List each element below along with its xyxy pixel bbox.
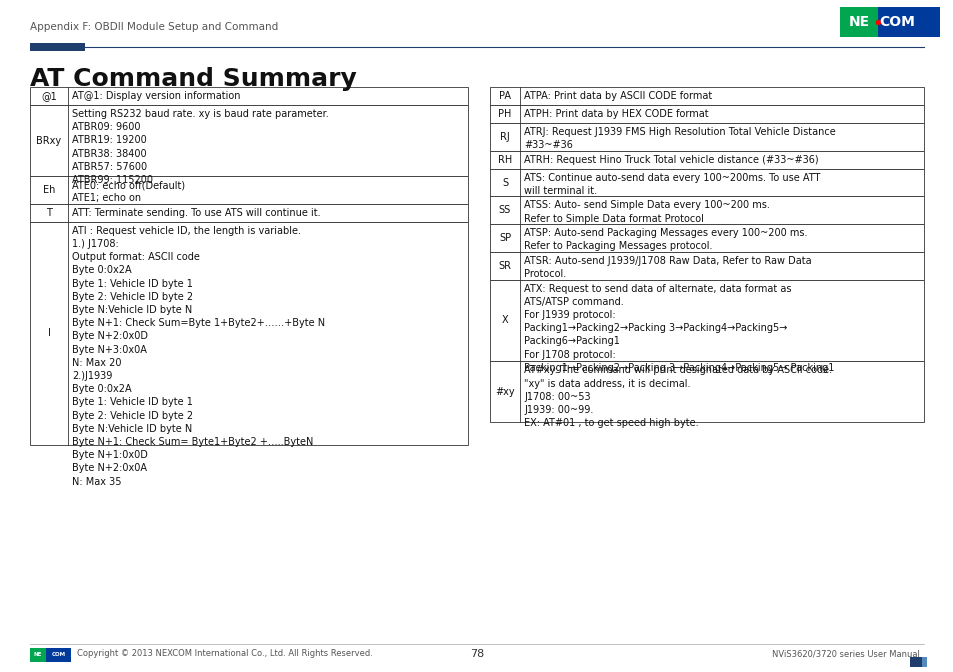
Text: SP: SP [498, 233, 511, 243]
Text: ATSP: Auto-send Packaging Messages every 100~200 ms.
Refer to Packaging Messages: ATSP: Auto-send Packaging Messages every… [523, 228, 806, 251]
Text: AT@1: Display version information: AT@1: Display version information [71, 91, 240, 101]
Text: Copyright © 2013 NEXCOM International Co., Ltd. All Rights Reserved.: Copyright © 2013 NEXCOM International Co… [77, 650, 373, 659]
FancyBboxPatch shape [877, 7, 939, 37]
Text: ATI : Request vehicle ID, the length is variable.
1.) J1708:
Output format: ASCI: ATI : Request vehicle ID, the length is … [71, 226, 325, 487]
Bar [490, 169, 923, 196]
Text: AT Command Summary: AT Command Summary [30, 67, 356, 91]
Text: COM: COM [878, 15, 914, 29]
FancyBboxPatch shape [840, 7, 877, 37]
Text: SS: SS [498, 205, 511, 215]
Bar [490, 87, 923, 105]
Text: ATPH: Print data by HEX CODE format: ATPH: Print data by HEX CODE format [523, 109, 708, 119]
Text: SR: SR [498, 261, 511, 271]
Text: 78: 78 [470, 649, 483, 659]
Text: Eh: Eh [43, 185, 55, 195]
Text: ATS: Continue auto-send data every 100~200ms. To use ATT
will terminal it.: ATS: Continue auto-send data every 100~2… [523, 173, 820, 196]
Text: ATT: Terminate sending. To use ATS will continue it.: ATT: Terminate sending. To use ATS will … [71, 208, 320, 218]
Text: Appendix F: OBDII Module Setup and Command: Appendix F: OBDII Module Setup and Comma… [30, 22, 278, 32]
Text: AT#xy: The command will print designated data by ASCII code.
"xy" is data addres: AT#xy: The command will print designated… [523, 366, 831, 428]
Text: RH: RH [497, 155, 512, 165]
Text: I: I [48, 329, 51, 338]
Bar [490, 151, 923, 169]
Bar [490, 105, 923, 123]
Bar [30, 204, 468, 222]
Text: ATRH: Request Hino Truck Total vehicle distance (#33~#36): ATRH: Request Hino Truck Total vehicle d… [523, 155, 818, 165]
FancyBboxPatch shape [30, 648, 46, 662]
Text: Setting RS232 baud rate. xy is baud rate parameter.
ATBR09: 9600
ATBR19: 19200
A: Setting RS232 baud rate. xy is baud rate… [71, 109, 329, 185]
Bar [30, 43, 85, 51]
Text: ATX: Request to send data of alternate, data format as
ATS/ATSP command.
For J19: ATX: Request to send data of alternate, … [523, 284, 834, 373]
Text: @1: @1 [41, 91, 57, 101]
Bar [490, 252, 923, 280]
Text: COM: COM [51, 653, 66, 657]
Text: PA: PA [498, 91, 511, 101]
Text: BRxy: BRxy [36, 136, 62, 146]
Text: T: T [46, 208, 51, 218]
Text: RJ: RJ [499, 132, 509, 142]
Bar [490, 224, 923, 252]
Text: S: S [501, 177, 508, 187]
Text: ATRJ: Request J1939 FMS High Resolution Total Vehicle Distance
#33~#36: ATRJ: Request J1939 FMS High Resolution … [523, 127, 835, 151]
Text: ATSS: Auto- send Simple Data every 100~200 ms.
Refer to Simple Data format Proto: ATSS: Auto- send Simple Data every 100~2… [523, 200, 769, 224]
Text: ATSR: Auto-send J1939/J1708 Raw Data, Refer to Raw Data
Protocol.: ATSR: Auto-send J1939/J1708 Raw Data, Re… [523, 256, 811, 279]
Bar [30, 87, 468, 105]
Text: #xy: #xy [495, 386, 515, 396]
FancyBboxPatch shape [46, 648, 71, 662]
Bar [490, 123, 923, 151]
Text: NE: NE [33, 653, 42, 657]
Text: PH: PH [497, 109, 511, 119]
Bar [30, 105, 468, 176]
Text: ATPA: Print data by ASCII CODE format: ATPA: Print data by ASCII CODE format [523, 91, 712, 101]
Text: NE: NE [847, 15, 868, 29]
Bar [909, 657, 921, 667]
Bar [30, 176, 468, 204]
Bar [490, 196, 923, 224]
Bar [490, 280, 923, 362]
Bar [921, 657, 926, 667]
Bar [490, 362, 923, 422]
Text: X: X [501, 315, 508, 325]
Bar [30, 222, 468, 445]
Text: NViS3620/3720 series User Manual: NViS3620/3720 series User Manual [771, 650, 919, 659]
Text: ATE0: echo off(Default)
ATE1; echo on: ATE0: echo off(Default) ATE1; echo on [71, 180, 185, 204]
